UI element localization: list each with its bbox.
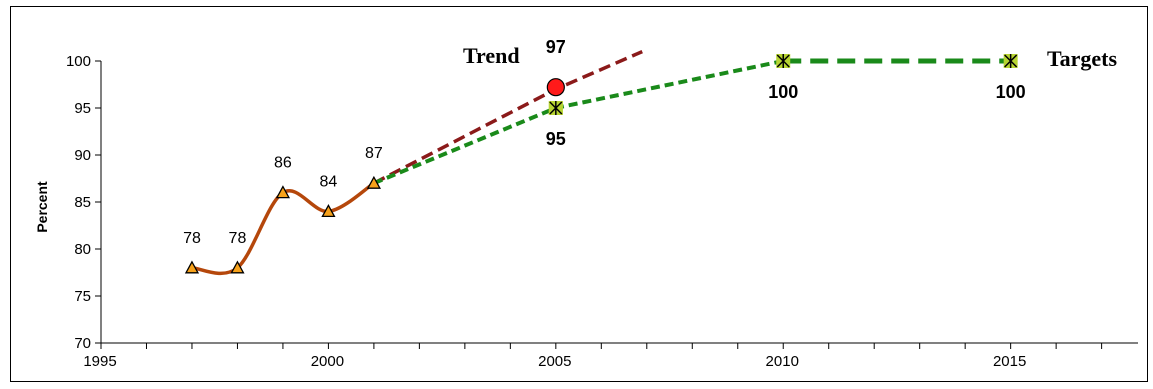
y-tick-label: 80 xyxy=(74,241,91,258)
y-tick-label: 90 xyxy=(74,147,91,164)
chart-frame: 70 75 80 85 90 95 100 1995 2000 2005 2010 2015 Perce… xyxy=(10,6,1148,382)
target-point-asterisk xyxy=(1004,54,1018,68)
y-tick-label: 75 xyxy=(74,288,91,305)
actual-point-marker xyxy=(184,260,200,274)
trend-data-label: 97 xyxy=(546,37,566,57)
actual-data-label: 84 xyxy=(320,173,338,190)
target-point-asterisk xyxy=(549,101,563,115)
y-tick-label: 70 xyxy=(74,335,91,352)
y-tick-label: 85 xyxy=(74,194,91,211)
trend-series-label: Trend xyxy=(463,43,520,68)
axes: 70 75 80 85 90 95 100 1995 2000 2005 2010 2015 Perce… xyxy=(34,53,1138,370)
chart-labels: 78 78 86 84 87 97 95 100 100 Trend Targets xyxy=(183,37,1117,247)
target-data-label: 95 xyxy=(546,129,566,149)
target-point-asterisk xyxy=(776,54,790,68)
actual-point-marker xyxy=(321,204,336,218)
y-axis-label: Percent xyxy=(34,181,50,233)
chart-marks xyxy=(184,49,1018,276)
target-point-marker xyxy=(1003,54,1018,68)
target-point-marker xyxy=(548,101,563,115)
actual-data-label: 86 xyxy=(274,155,292,172)
line-chart: 70 75 80 85 90 95 100 1995 2000 2005 2010 2015 Perce… xyxy=(34,37,1138,370)
targets-series-label: Targets xyxy=(1047,46,1118,71)
actual-data-label: 78 xyxy=(183,230,201,247)
x-tick-label: 1995 xyxy=(83,353,116,370)
x-tick-label: 2010 xyxy=(766,353,799,370)
x-tick-label: 2000 xyxy=(311,353,344,370)
x-tick-label: 2005 xyxy=(538,353,571,370)
actual-point-marker xyxy=(275,185,291,199)
y-tick-label: 100 xyxy=(66,53,91,70)
y-tick-label: 95 xyxy=(74,100,91,117)
actual-point-marker xyxy=(230,260,245,274)
target-data-label: 100 xyxy=(996,82,1026,102)
actual-data-label: 78 xyxy=(229,230,247,247)
trend-point-marker xyxy=(546,78,565,97)
actual-point-marker xyxy=(366,175,381,189)
x-tick-label: 2015 xyxy=(993,353,1026,370)
target-data-label: 100 xyxy=(768,82,798,102)
actual-data-label: 87 xyxy=(365,145,383,162)
trend-line xyxy=(373,49,643,185)
target-point-marker xyxy=(776,54,791,68)
targets-line xyxy=(373,59,784,186)
